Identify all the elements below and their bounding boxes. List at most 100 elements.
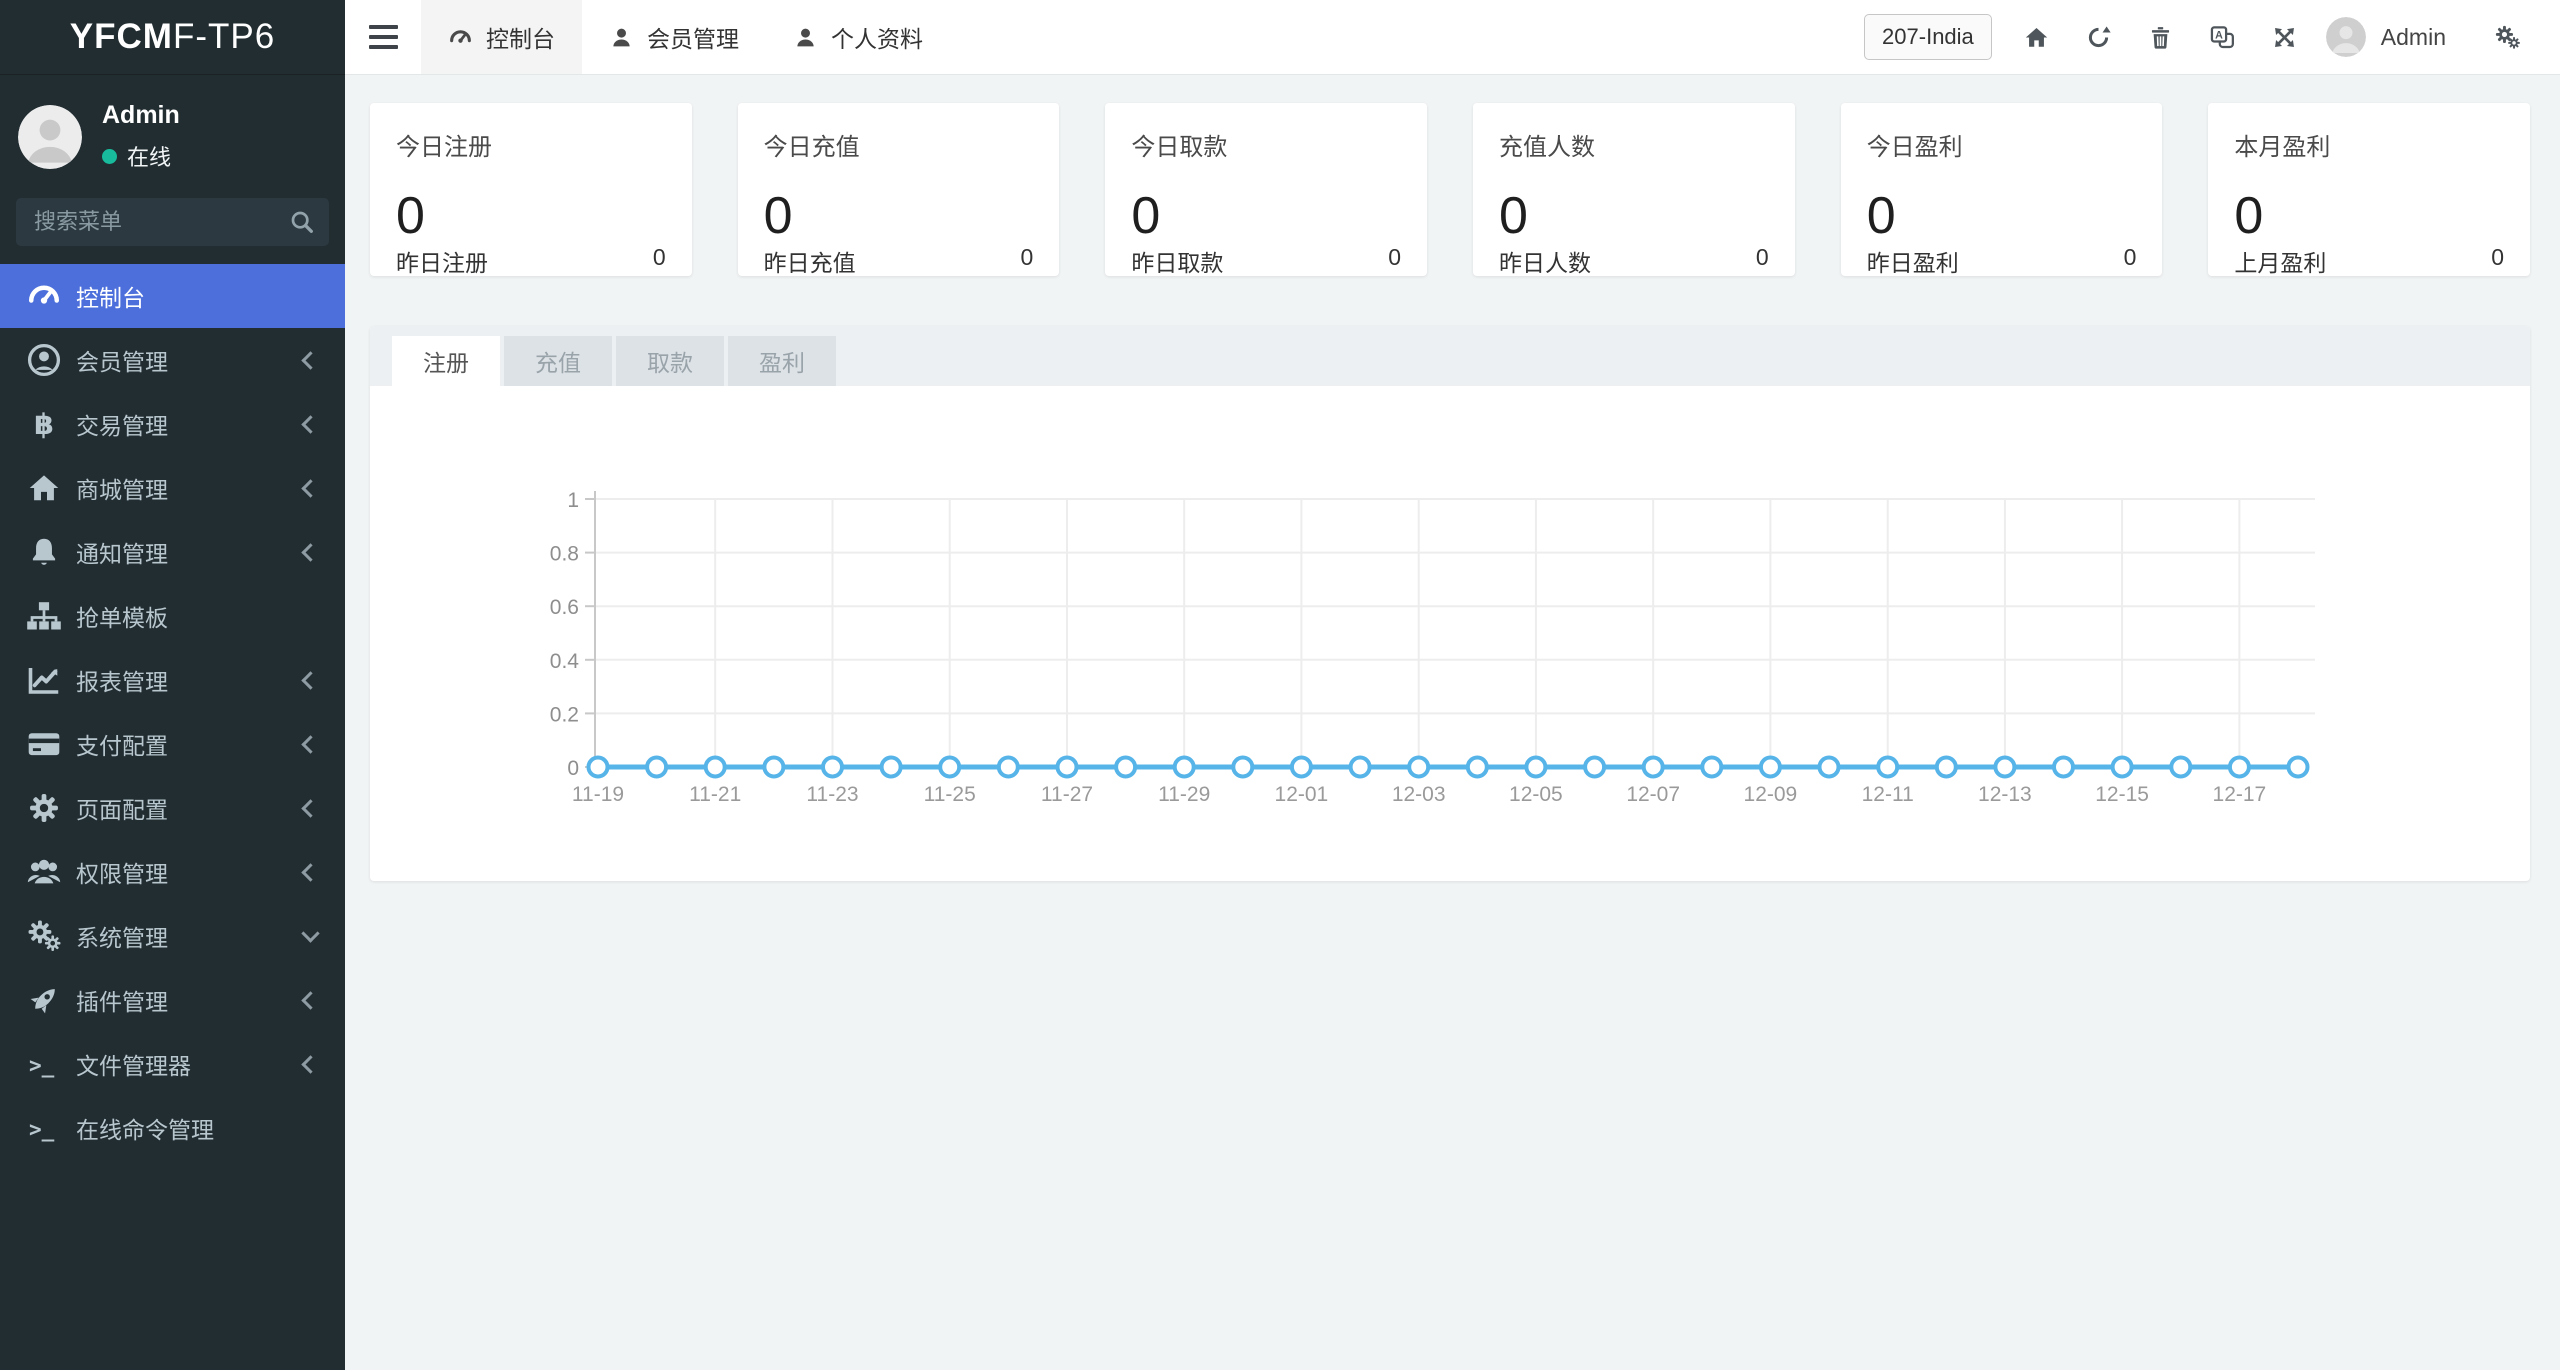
sidebar-item-label: 系统管理 (76, 925, 168, 951)
svg-text:12-05: 12-05 (1509, 783, 1563, 806)
svg-text:12-01: 12-01 (1275, 783, 1329, 806)
sidebar-item-grab-template[interactable]: 抢单模板 (0, 584, 345, 648)
sidebar-item-online-command[interactable]: >_ 在线命令管理 (0, 1096, 345, 1160)
credit-card-icon (26, 726, 62, 762)
stat-card-foot-value: 0 (2123, 243, 2137, 270)
svg-text:11-19: 11-19 (572, 783, 624, 806)
chart-tab-profit[interactable]: 盈利 (728, 336, 836, 386)
stat-card-footer: 昨日人数 0 (1499, 244, 1769, 278)
stat-card-title: 今日注册 (396, 134, 492, 161)
sidebar-item-label: 在线命令管理 (76, 1117, 214, 1143)
stat-card-foot-label: 昨日充值 (763, 249, 856, 276)
tab-profile[interactable]: 个人资料 (766, 0, 950, 74)
svg-text:0: 0 (567, 757, 579, 780)
sidebar-item-plugins[interactable]: 插件管理 (0, 968, 345, 1032)
avatar[interactable] (18, 104, 82, 169)
stat-card-footer: 昨日取款 0 (1131, 244, 1401, 278)
sidebar-item-mall[interactable]: 商城管理 (0, 456, 345, 520)
chevron-left-icon (301, 414, 320, 434)
terminal-icon: >_ (26, 1110, 62, 1146)
stat-card-title: 今日盈利 (1866, 134, 1963, 161)
sidebar-item-trades[interactable]: ฿ 交易管理 (0, 392, 345, 456)
content: 今日注册 0 昨日注册 0 今日充值 0 昨日充值 0 今日取款 0 昨日取款 0 充值人数 0 昨日人数 0… (345, 75, 2560, 881)
stat-card-foot-label: 昨日盈利 (1866, 249, 1959, 276)
line-chart: 0 0.2 0.4 0.6 0.8 1 11-19 11-21 11-23 11-25 11-27 1… (370, 386, 2530, 881)
chart-tab-withdraw[interactable]: 取款 (616, 336, 724, 386)
svg-text:12-09: 12-09 (1744, 783, 1798, 806)
chevron-left-icon (301, 478, 320, 498)
stat-card-title: 本月盈利 (2234, 134, 2331, 161)
translate-icon: A (2209, 24, 2236, 51)
svg-text:11-21: 11-21 (689, 783, 741, 806)
gear-icon (26, 790, 62, 826)
brand-light: F-TP6 (172, 17, 276, 56)
online-dot-icon (102, 148, 117, 164)
svg-text:12-15: 12-15 (2095, 783, 2149, 806)
bitcoin-icon: ฿ (26, 406, 62, 442)
stat-card-footer: 上月盈利 0 (2234, 244, 2504, 278)
user-icon (793, 25, 818, 50)
users-icon (26, 854, 62, 890)
chart-tab-recharge[interactable]: 充值 (504, 336, 612, 386)
brand-logo[interactable]: YFCM F-TP6 (0, 0, 345, 75)
hamburger-menu-icon[interactable] (345, 0, 421, 74)
search-input[interactable] (16, 198, 329, 246)
svg-text:>_: >_ (29, 1117, 55, 1141)
stat-card-month-profit: 本月盈利 0 上月盈利 0 (2208, 103, 2531, 278)
stat-card-value: 0 (2234, 187, 2264, 245)
tab-dashboard[interactable]: 控制台 (421, 0, 582, 74)
chevron-left-icon (301, 990, 320, 1010)
stat-card-foot-label: 昨日取款 (1131, 249, 1224, 276)
stat-card-foot-value: 0 (2491, 243, 2505, 270)
chart-tab-register[interactable]: 注册 (392, 336, 500, 386)
sidebar-item-reports[interactable]: 报表管理 (0, 648, 345, 712)
expand-button[interactable] (2254, 17, 2316, 57)
settings-cogs-icon[interactable] (2476, 17, 2538, 57)
svg-text:12-07: 12-07 (1626, 783, 1680, 806)
sidebar-item-file-manager[interactable]: >_ 文件管理器 (0, 1032, 345, 1096)
refresh-icon (2085, 24, 2112, 51)
stat-card-title: 今日充值 (763, 134, 860, 161)
trash-icon (2147, 24, 2174, 51)
rocket-icon (26, 982, 62, 1018)
search-icon[interactable] (289, 209, 315, 235)
stat-card-title: 今日取款 (1131, 134, 1228, 161)
sidebar-item-label: 页面配置 (76, 797, 168, 823)
tachometer-icon (448, 25, 473, 50)
user-status-label: 在线 (127, 145, 172, 170)
stat-card-foot-value: 0 (1020, 243, 1034, 270)
stat-card-today-withdraw: 今日取款 0 昨日取款 0 (1105, 103, 1428, 278)
refresh-button[interactable] (2068, 17, 2130, 57)
stat-card-recharge-users: 充值人数 0 昨日人数 0 (1473, 103, 1795, 276)
sidebar-item-label: 插件管理 (76, 989, 168, 1015)
stat-cards-row: 今日注册 0 昨日注册 0 今日充值 0 昨日充值 0 今日取款 0 昨日取款 0 充值人数 0 昨日人数 0… (370, 103, 2531, 278)
sidebar-item-system[interactable]: 系统管理 (0, 904, 345, 968)
translate-button[interactable]: A (2192, 17, 2254, 57)
chart-tabs: 注册 充值 取款 盈利 (370, 326, 2530, 386)
sidebar-item-page-config[interactable]: 页面配置 (0, 776, 345, 840)
home-button[interactable] (2006, 17, 2068, 57)
stat-card-foot-label: 昨日人数 (1499, 249, 1592, 276)
sidebar-item-notifications[interactable]: 通知管理 (0, 520, 345, 584)
trash-button[interactable] (2130, 17, 2192, 57)
admin-menu[interactable]: Admin (2380, 23, 2446, 50)
sidebar-item-permissions[interactable]: 权限管理 (0, 840, 345, 904)
stat-card-footer: 昨日充值 0 (764, 244, 1034, 278)
stat-card-title: 充值人数 (1499, 134, 1596, 161)
terminal-icon: >_ (26, 1046, 62, 1082)
sidebar-item-members[interactable]: 会员管理 (0, 328, 345, 392)
avatar[interactable] (2325, 17, 2366, 57)
sidebar-item-dashboard[interactable]: 控制台 (0, 264, 345, 328)
tab-members[interactable]: 会员管理 (582, 0, 766, 74)
svg-text:11-23: 11-23 (806, 783, 858, 806)
home-icon (2023, 24, 2050, 51)
user-status: 在线 (102, 140, 180, 172)
sidebar-item-payment-config[interactable]: 支付配置 (0, 712, 345, 776)
region-button[interactable]: 207-India (1864, 14, 1992, 60)
stat-card-value: 0 (1499, 187, 1528, 245)
sidebar-item-label: 商城管理 (76, 477, 168, 503)
user-circle-icon (26, 342, 62, 378)
svg-text:12-13: 12-13 (1978, 783, 2032, 806)
